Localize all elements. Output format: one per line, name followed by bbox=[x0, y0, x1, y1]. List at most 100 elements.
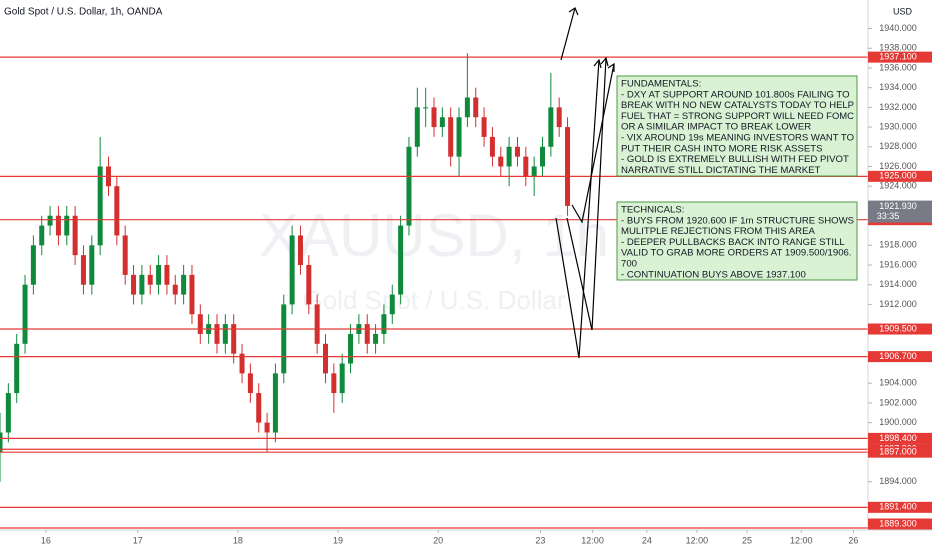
candle-body bbox=[498, 156, 504, 167]
x-tick-label: 17 bbox=[133, 535, 143, 545]
candle-body bbox=[331, 373, 337, 394]
candle-body bbox=[64, 215, 70, 236]
x-tick-label: 20 bbox=[433, 535, 443, 545]
candle-body bbox=[464, 97, 470, 118]
level-label: 1925.000 bbox=[879, 171, 917, 181]
x-tick-label: 12:00 bbox=[790, 535, 813, 545]
candle-body bbox=[306, 265, 312, 305]
level-tag bbox=[868, 51, 932, 63]
candle-body bbox=[131, 274, 137, 295]
y-tick-label: 1904.000 bbox=[879, 378, 917, 388]
x-tick-label: 18 bbox=[233, 535, 243, 545]
note-line: - VIX AROUND 19s MEANING INVESTORS WANT … bbox=[621, 133, 854, 144]
currency-label: USD bbox=[893, 6, 913, 16]
candle-body bbox=[514, 146, 520, 157]
note-line: FUEL THAT = STRONG SUPPORT WILL NEED FOM… bbox=[621, 111, 854, 122]
candle-body bbox=[523, 156, 529, 177]
y-tick-label: 1902.000 bbox=[879, 397, 917, 407]
candle-body bbox=[30, 245, 36, 285]
candle-body bbox=[47, 215, 53, 226]
candle-body bbox=[272, 373, 278, 433]
y-tick-label: 1930.000 bbox=[879, 121, 917, 131]
chart-title: Gold Spot / U.S. Dollar, 1h, OANDA bbox=[4, 7, 163, 18]
technicals-text: TECHNICALS:- BUYS FROM 1920.600 IF 1m ST… bbox=[621, 205, 854, 281]
y-tick-label: 1936.000 bbox=[879, 62, 917, 72]
x-tick-label: 12:00 bbox=[581, 535, 604, 545]
level-label: 1937.100 bbox=[879, 52, 917, 62]
candle-body bbox=[5, 393, 11, 433]
x-tick-label: 26 bbox=[848, 535, 858, 545]
y-tick-label: 1926.000 bbox=[879, 161, 917, 171]
candle-body bbox=[289, 235, 295, 305]
candle-body bbox=[439, 117, 445, 128]
y-tick-label: 1928.000 bbox=[879, 141, 917, 151]
candle-body bbox=[264, 422, 270, 433]
candle-body bbox=[473, 97, 479, 118]
candle-body bbox=[39, 225, 45, 246]
candle-body bbox=[481, 117, 487, 137]
note-line: NARRATIVE STILL DICTATING THE MARKET bbox=[621, 165, 820, 176]
candle-body bbox=[322, 343, 329, 374]
level-label: 1897.000 bbox=[879, 447, 917, 457]
candle-body bbox=[181, 274, 187, 295]
candle-body bbox=[197, 314, 203, 334]
note-line: BREAK WITH NO NEW CATALYSTS TODAY TO HEL… bbox=[621, 100, 854, 111]
level-tag bbox=[868, 351, 932, 363]
note-line: OR A SIMILAR IMPACT TO BREAK LOWER bbox=[621, 122, 811, 133]
note-line: - GOLD IS EXTREMELY BULLISH WITH FED PIV… bbox=[621, 154, 849, 165]
watermark: XAUUSD, 1h Gold Spot / U.S. Dollar bbox=[259, 202, 609, 315]
y-tick-label: 1938.000 bbox=[879, 43, 917, 53]
level-tag bbox=[868, 432, 932, 444]
candle-body bbox=[389, 294, 395, 315]
candle-body bbox=[364, 324, 370, 344]
candle-body bbox=[231, 324, 237, 354]
candle-body bbox=[189, 274, 195, 315]
note-line: FUNDAMENTALS: bbox=[621, 79, 701, 90]
candle-body bbox=[448, 117, 454, 157]
candle-body bbox=[414, 107, 420, 147]
note-box bbox=[616, 201, 858, 281]
candle-body bbox=[222, 324, 228, 344]
y-tick-label: 1900.000 bbox=[879, 417, 917, 427]
candle-body bbox=[339, 363, 345, 394]
price-tag bbox=[868, 200, 932, 223]
y-tick-label: 1914.000 bbox=[879, 279, 917, 289]
candle-body bbox=[548, 107, 554, 147]
candle-body bbox=[147, 274, 153, 285]
note-line: PUT THEIR CASH INTO MORE RISK ASSETS bbox=[621, 143, 823, 154]
countdown: 33:35 bbox=[877, 211, 900, 221]
candle-body bbox=[431, 107, 437, 128]
y-tick-label: 1916.000 bbox=[879, 259, 917, 269]
candle-body bbox=[89, 245, 95, 285]
fundamentals-box: FUNDAMENTALS:- DXY AT SUPPORT AROUND 101… bbox=[616, 75, 858, 177]
y-tick-label: 1894.000 bbox=[879, 476, 917, 486]
x-tick-label: 16 bbox=[41, 535, 51, 545]
note-line: - BUYS FROM 1920.600 IF 1m STRUCTURE SHO… bbox=[621, 215, 854, 226]
level-label: 1889.300 bbox=[879, 518, 917, 528]
candle-body bbox=[406, 146, 412, 226]
watermark-symbol: XAUUSD, 1h bbox=[259, 202, 609, 269]
x-tick-label: 24 bbox=[642, 535, 652, 545]
candle-body bbox=[531, 166, 537, 177]
candle-body bbox=[297, 235, 303, 265]
candle-body bbox=[539, 146, 546, 167]
candle-body bbox=[156, 265, 162, 285]
candle-body bbox=[565, 127, 571, 206]
candle-body bbox=[398, 225, 404, 295]
watermark-name: Gold Spot / U.S. Dollar bbox=[303, 285, 566, 315]
candle-body bbox=[0, 432, 3, 453]
note-line: VALID TO GRAB MORE ORDERS AT 1909.500/19… bbox=[621, 248, 852, 259]
level-label: 1906.700 bbox=[879, 351, 917, 361]
price-label: 1921.930 bbox=[879, 201, 917, 211]
candle-body bbox=[556, 107, 562, 128]
candle-body bbox=[381, 314, 387, 334]
axes: 1940.000 1938.000 1936.000 1934.000 1932.000… bbox=[41, 23, 932, 545]
candle-body bbox=[72, 215, 78, 256]
candle-body bbox=[489, 136, 495, 157]
level-tag bbox=[868, 518, 932, 530]
candle-body bbox=[97, 166, 103, 246]
level-tag bbox=[868, 501, 932, 513]
candles bbox=[0, 53, 571, 482]
x-tick-label: 19 bbox=[333, 535, 343, 545]
y-tick-label: 1918.000 bbox=[879, 240, 917, 250]
